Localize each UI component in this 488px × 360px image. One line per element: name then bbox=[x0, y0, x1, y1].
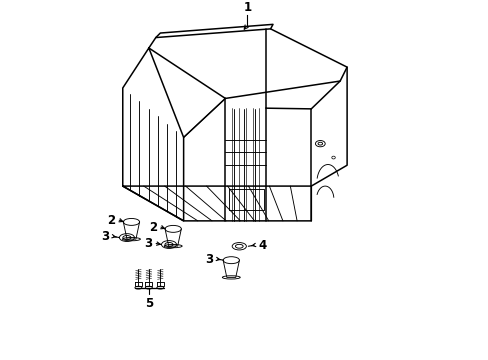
Text: 4: 4 bbox=[258, 239, 266, 252]
Text: 5: 5 bbox=[144, 297, 153, 310]
Text: 1: 1 bbox=[243, 1, 251, 14]
Text: 3: 3 bbox=[204, 253, 213, 266]
Text: 3: 3 bbox=[101, 230, 109, 243]
Text: 3: 3 bbox=[143, 237, 152, 250]
Text: 2: 2 bbox=[148, 221, 157, 234]
Text: 2: 2 bbox=[107, 214, 115, 227]
